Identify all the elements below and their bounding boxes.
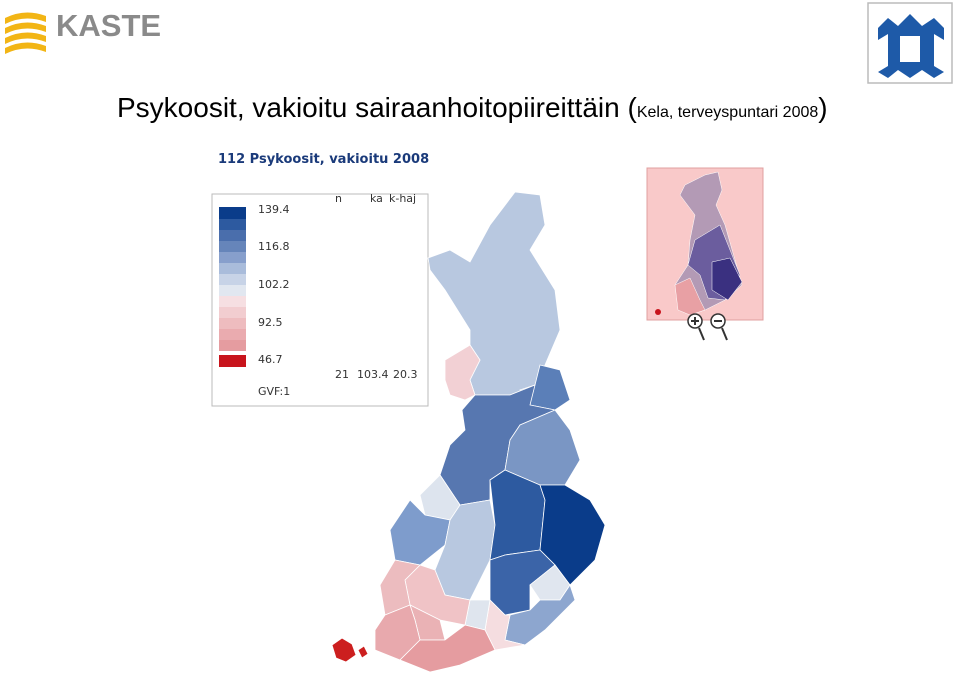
region [357, 645, 369, 659]
swatch [219, 219, 246, 230]
swatch [219, 296, 246, 307]
legend-swatches [219, 207, 246, 367]
logo-wave [5, 22, 46, 34]
legend: 139.4 116.8 102.2 92.5 46.7 n ka k-haj 2… [211, 192, 429, 407]
legend-label: 92.5 [258, 316, 283, 329]
title-source: Kela, terveyspuntari 2008 [637, 104, 819, 121]
legend-box [211, 193, 429, 407]
map [331, 191, 606, 673]
stats-value: 21 [335, 368, 349, 381]
swatch [219, 307, 246, 318]
org-logo [867, 2, 953, 84]
title-paren: ( [627, 92, 637, 123]
stats-header: k-haj [389, 192, 416, 205]
inset-region [711, 257, 743, 301]
swatch [219, 274, 246, 285]
region [389, 499, 451, 566]
region [489, 469, 546, 561]
inset-map [646, 167, 764, 341]
kaste-logo: KASTE [5, 8, 161, 54]
swatch [219, 207, 246, 219]
region [331, 637, 357, 663]
stats-header: n [335, 192, 342, 205]
region [539, 484, 606, 586]
swatch [219, 355, 246, 367]
legend-label: 102.2 [258, 278, 290, 291]
inset-region [655, 309, 661, 315]
swatch [219, 329, 246, 340]
title-main: Psykoosit, vakioitu sairaanhoitopiireitt… [117, 92, 620, 123]
stats-value: 103.4 [357, 368, 389, 381]
region [427, 191, 561, 396]
logo-wave [5, 42, 46, 54]
gvf: GVF:1 [258, 385, 290, 398]
zoom-in[interactable] [687, 313, 705, 341]
swatch [219, 318, 246, 329]
slide-title: Psykoosit, vakioitu sairaanhoitopiireitt… [117, 92, 828, 123]
legend-label: 139.4 [258, 203, 290, 216]
stats-header: ka [370, 192, 383, 205]
map-title: 112 Psykoosit, vakioitu 2008 [218, 152, 429, 167]
legend-label: 46.7 [258, 353, 283, 366]
swatch [219, 285, 246, 296]
swatch [219, 263, 246, 274]
region [399, 624, 496, 673]
title-paren: ) [818, 92, 827, 123]
logo-text: KASTE [56, 8, 161, 43]
swatch [219, 241, 246, 252]
swatch [219, 340, 246, 351]
swatch [219, 252, 246, 263]
logo-wave [5, 32, 46, 44]
logo-wave [5, 12, 46, 24]
legend-label: 116.8 [258, 240, 290, 253]
stats-value: 20.3 [393, 368, 418, 381]
region [504, 584, 576, 646]
swatch [219, 230, 246, 241]
zoom-out[interactable] [710, 313, 728, 341]
logo-symbol [878, 14, 944, 78]
inset-region [674, 277, 706, 316]
